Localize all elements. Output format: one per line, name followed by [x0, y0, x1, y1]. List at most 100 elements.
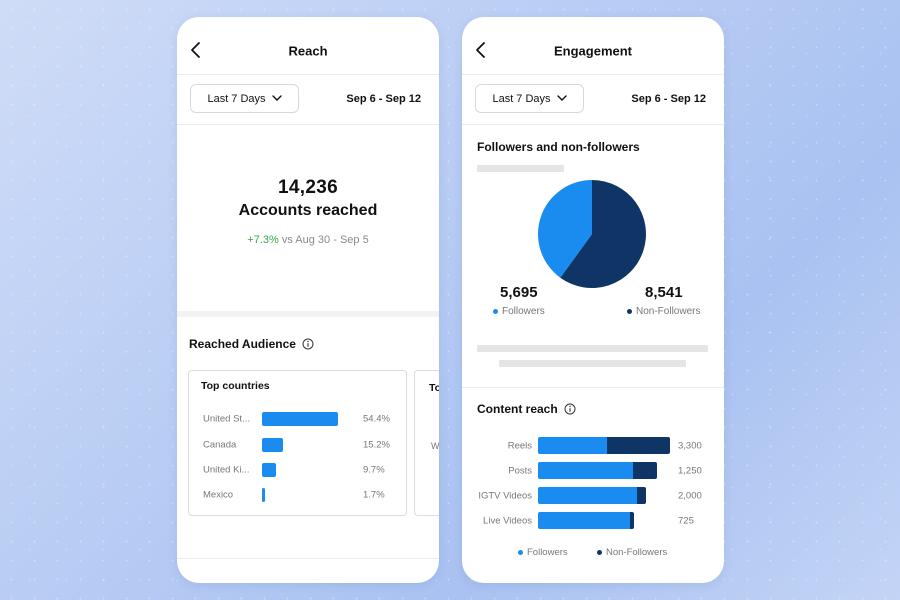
followers-legend: Followers: [493, 306, 545, 317]
comparison-text: +7.3% vs Aug 30 - Sep 5: [177, 234, 439, 246]
engagement-screen: Engagement Last 7 Days Sep 6 - Sep 12 Fo…: [462, 17, 724, 583]
country-percent: 1.7%: [363, 489, 385, 501]
placeholder-bar: [499, 360, 686, 367]
content-type-label: Posts: [508, 465, 532, 476]
reached-audience-title: Reached Audience: [189, 337, 296, 351]
change-percent: +7.3%: [247, 234, 279, 246]
bar-segment-non-followers: [637, 487, 646, 504]
engagement-nav-bar: Engagement: [462, 17, 724, 75]
content-reach-row: Reels 3,300: [462, 437, 724, 454]
back-chevron-icon[interactable]: [189, 41, 203, 59]
followers-dot-icon: [493, 309, 498, 314]
reach-screen: Reach Last 7 Days Sep 6 - Sep 12 14,236 …: [177, 17, 439, 583]
followers-dot-icon: [518, 550, 523, 555]
content-reach-bar: [538, 512, 634, 529]
date-range-dropdown-label: Last 7 Days: [492, 92, 551, 105]
next-card-letter: W: [431, 441, 439, 451]
date-range-dropdown[interactable]: Last 7 Days: [475, 84, 584, 113]
chevron-down-icon: [556, 95, 567, 101]
engagement-filter-bar: Last 7 Days Sep 6 - Sep 12: [462, 75, 724, 125]
bar-segment-non-followers: [630, 512, 634, 529]
followers-label: Followers: [502, 306, 545, 317]
non-followers-label: Non-Followers: [636, 306, 701, 317]
section-divider: [462, 387, 724, 388]
country-bar: [262, 463, 276, 477]
accounts-reached-count: 14,236: [278, 177, 338, 198]
back-chevron-icon[interactable]: [474, 41, 488, 59]
accounts-reached-label: Accounts reached: [238, 202, 378, 219]
placeholder-bar: [477, 345, 708, 352]
content-type-label: IGTV Videos: [478, 490, 532, 501]
placeholder-bar: [477, 165, 564, 172]
country-bar: [262, 488, 265, 502]
bar-segment-followers: [538, 512, 630, 529]
content-reach-title: Content reach: [477, 402, 558, 416]
content-reach-row: IGTV Videos 2,000: [462, 487, 724, 504]
content-reach-bar: [538, 462, 657, 479]
bar-segment-non-followers: [633, 462, 657, 479]
followers-count: 5,695: [500, 284, 538, 301]
content-reach-heading: Content reach: [477, 402, 576, 416]
chevron-down-icon: [271, 95, 282, 101]
top-countries-title: Top countries: [201, 380, 270, 392]
pie-slice-non-followers: [560, 180, 646, 288]
pie-slice-followers: [538, 180, 592, 278]
non-followers-dot-icon: [627, 309, 632, 314]
compare-period: vs Aug 30 - Sep 5: [281, 234, 369, 246]
reached-audience-heading: Reached Audience: [189, 337, 314, 351]
legend-non-followers-label: Non-Followers: [606, 547, 668, 558]
content-reach-row: Posts 1,250: [462, 462, 724, 479]
date-range-dropdown-label: Last 7 Days: [207, 92, 266, 105]
top-countries-card[interactable]: Top countries United St... 54.4% Canada 15.…: [188, 370, 407, 516]
bar-segment-followers: [538, 437, 607, 454]
country-row: United St... 54.4%: [189, 411, 406, 427]
content-reach-bar: [538, 437, 670, 454]
country-bar: [262, 412, 338, 426]
info-icon[interactable]: [564, 403, 576, 415]
date-range-dropdown[interactable]: Last 7 Days: [190, 84, 299, 113]
country-row: United Ki... 9.7%: [189, 462, 406, 478]
next-card-title: To: [429, 382, 439, 394]
bar-segment-followers: [538, 462, 633, 479]
legend-non-followers: Non-Followers: [597, 547, 667, 558]
country-percent: 15.2%: [363, 439, 390, 451]
content-type-label: Live Videos: [483, 515, 532, 526]
reach-summary: 14,236 Accounts reached +7.3% vs Aug 30 …: [177, 177, 439, 246]
country-name: United St...: [203, 413, 250, 425]
bottom-divider: [177, 558, 439, 559]
date-range-text: Sep 6 - Sep 12: [631, 93, 706, 105]
country-name: Mexico: [203, 489, 234, 501]
non-followers-legend: Non-Followers: [627, 306, 700, 317]
bar-segment-non-followers: [607, 437, 670, 454]
content-reach-value: 725: [678, 515, 694, 526]
country-name: United Ki...: [203, 464, 250, 476]
content-reach-value: 1,250: [678, 465, 702, 476]
country-row: Canada 15.2%: [189, 437, 406, 453]
date-range-text: Sep 6 - Sep 12: [346, 93, 421, 105]
followers-nonfollowers-title: Followers and non-followers: [477, 140, 640, 154]
reach-nav-bar: Reach: [177, 17, 439, 75]
legend-followers-label: Followers: [527, 547, 568, 558]
legend-followers: Followers: [518, 547, 568, 558]
country-percent: 54.4%: [363, 413, 390, 425]
page-title: Engagement: [553, 43, 632, 59]
content-reach-row: Live Videos 725: [462, 512, 724, 529]
country-percent: 9.7%: [363, 464, 385, 476]
page-title: Reach: [288, 43, 328, 59]
content-type-label: Reels: [507, 440, 532, 451]
info-icon[interactable]: [302, 338, 314, 350]
reach-filter-bar: Last 7 Days Sep 6 - Sep 12: [177, 75, 439, 125]
non-followers-count: 8,541: [645, 284, 683, 301]
content-reach-value: 3,300: [678, 440, 702, 451]
content-reach-value: 2,000: [678, 490, 702, 501]
followers-pie-chart: [538, 180, 646, 288]
non-followers-dot-icon: [597, 550, 602, 555]
country-row: Mexico 1.7%: [189, 487, 406, 503]
section-divider: [177, 311, 439, 317]
country-bar: [262, 438, 283, 452]
country-name: Canada: [203, 439, 237, 451]
bar-segment-followers: [538, 487, 637, 504]
content-reach-bar: [538, 487, 646, 504]
next-card-peek[interactable]: To W: [414, 370, 439, 516]
